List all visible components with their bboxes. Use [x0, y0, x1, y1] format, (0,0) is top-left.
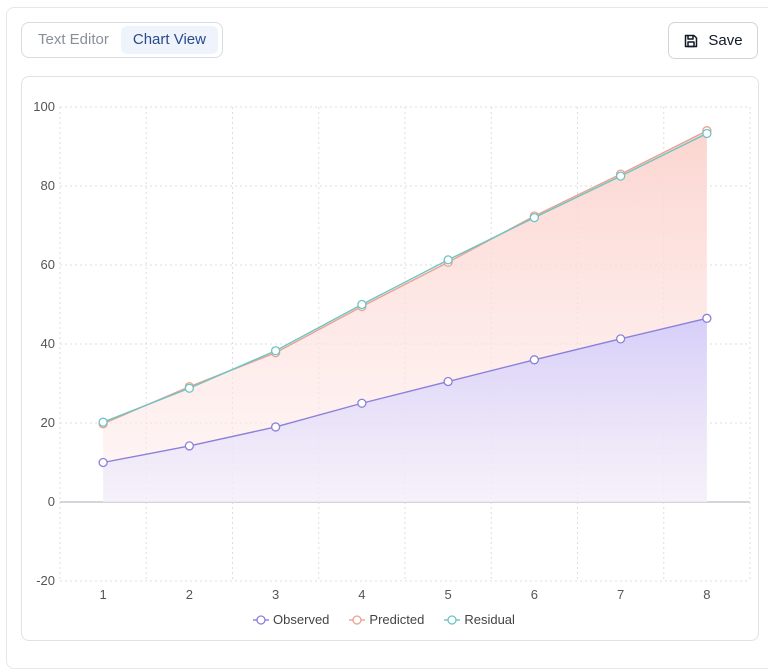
point-residual [357, 299, 367, 310]
view-tabs: Text Editor Chart View [21, 22, 223, 58]
legend-label: Residual [464, 612, 515, 627]
point-observed [443, 376, 453, 387]
legend-label: Observed [273, 612, 330, 627]
legend-marker-dot [447, 614, 457, 625]
x-tick-label: 3 [272, 587, 279, 602]
save-button[interactable]: Save [668, 22, 758, 59]
line-predicted [102, 130, 708, 425]
point-residual [184, 383, 195, 393]
point-observed [357, 398, 367, 408]
tab-chart-view[interactable]: Chart View [120, 26, 218, 54]
x-tick-label: 8 [703, 587, 710, 602]
floppy-disk-icon [685, 34, 698, 47]
legend-item-residual[interactable]: Residual [444, 612, 515, 627]
x-tick-label: 6 [531, 587, 538, 602]
point-observed [270, 422, 281, 432]
line-residual [102, 132, 708, 423]
x-tick-label: 7 [617, 587, 624, 602]
tick-layer: -20 0 20 40 60 80 100 1 2 3 4 5 6 7 8 [33, 99, 710, 602]
y-tick-label: 20 [41, 415, 55, 430]
legend-item-observed[interactable]: Observed [253, 612, 329, 627]
line-observed [102, 317, 708, 464]
chart-legend: Observed Predicted Residual [0, 612, 768, 627]
y-tick-label: 80 [41, 178, 55, 193]
legend-marker-dot [256, 614, 266, 625]
point-observed [702, 313, 712, 323]
point-layer [98, 126, 712, 468]
point-residual [270, 346, 281, 356]
line-layer [102, 130, 708, 464]
x-tick-label: 5 [445, 587, 452, 602]
point-residual [98, 417, 108, 427]
y-tick-label: -20 [36, 573, 55, 588]
x-tick-label: 4 [358, 587, 365, 602]
x-tick-label: 2 [186, 587, 193, 602]
point-residual [702, 128, 712, 139]
area-observed [103, 318, 707, 502]
point-observed [615, 334, 626, 344]
y-tick-label: 40 [41, 336, 55, 351]
y-tick-label: 100 [33, 99, 55, 114]
legend-marker-dot [352, 614, 363, 625]
point-observed [98, 457, 108, 468]
point-observed [184, 441, 195, 451]
area-chart: -20 0 20 40 60 80 100 1 2 3 4 5 6 7 8 [33, 99, 751, 602]
legend-label: Predicted [369, 612, 425, 627]
y-tick-label: 60 [41, 257, 55, 272]
tab-text-editor[interactable]: Text Editor [38, 31, 109, 48]
point-residual [615, 171, 626, 181]
save-button-label: Save [708, 32, 743, 49]
area-layer [103, 130, 707, 502]
legend-item-predicted[interactable]: Predicted [349, 612, 424, 627]
point-observed [529, 355, 540, 365]
legend-marker-icon [444, 614, 461, 625]
x-tick-label: 1 [100, 587, 107, 602]
legend-marker-icon [253, 614, 270, 625]
legend-marker-icon [349, 614, 366, 625]
point-residual [529, 212, 540, 223]
point-residual [443, 255, 453, 265]
y-tick-label: 0 [48, 494, 55, 509]
